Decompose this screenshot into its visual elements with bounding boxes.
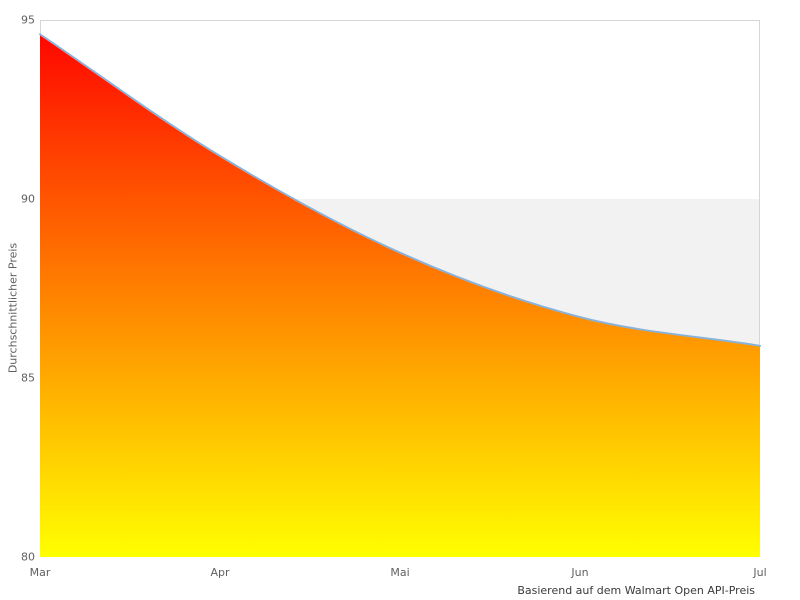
y-tick-label: 95 bbox=[21, 13, 35, 27]
y-tick-label: 85 bbox=[21, 371, 35, 385]
price-line bbox=[39, 33, 761, 347]
y-tick-label: 90 bbox=[21, 192, 35, 206]
y-tick-label: 80 bbox=[21, 550, 35, 564]
y-axis-title: Durchschnittlicher Preis bbox=[6, 242, 20, 374]
x-tick-label: Mai bbox=[390, 566, 410, 579]
x-tick-label: Jun bbox=[571, 566, 589, 579]
chart-caption: Basierend auf dem Walmart Open API-Preis bbox=[517, 584, 755, 597]
x-tick-label: Jul bbox=[753, 566, 767, 579]
x-tick-label: Apr bbox=[210, 566, 230, 579]
x-tick-label: Mar bbox=[29, 566, 51, 579]
price-area-fill bbox=[40, 34, 760, 558]
